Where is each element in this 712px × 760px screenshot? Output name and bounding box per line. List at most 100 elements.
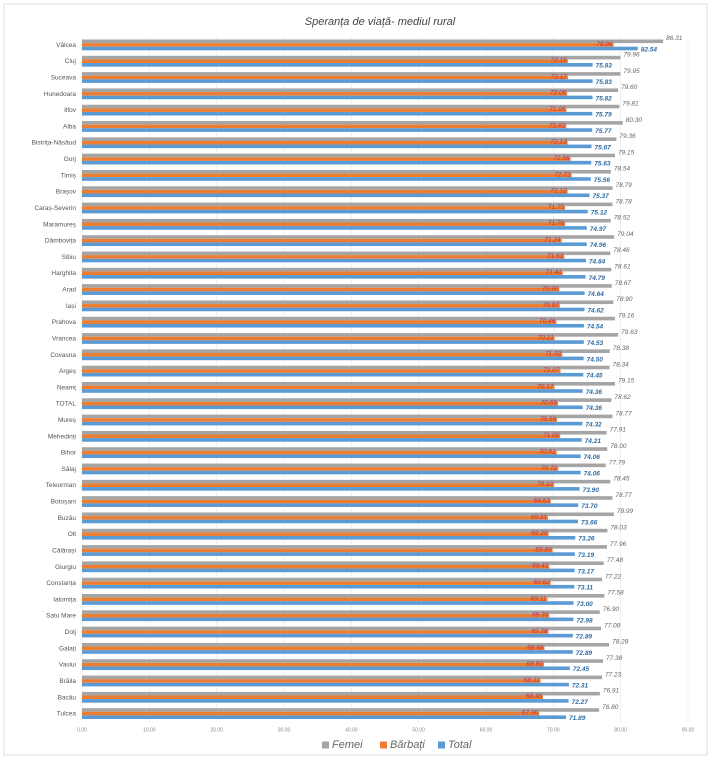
value-label: 76.80 — [602, 704, 619, 711]
value-label: 75.83 — [596, 79, 613, 86]
bar — [82, 430, 607, 435]
value-label: 79.16 — [618, 312, 635, 319]
bar — [82, 271, 563, 276]
legend-swatch — [380, 741, 387, 749]
value-label: 79.81 — [622, 100, 639, 107]
bar — [82, 581, 551, 585]
y-tick-label: Mehedinți — [48, 433, 76, 440]
value-label: 75.82 — [596, 95, 613, 102]
bar — [82, 209, 588, 214]
value-label: 72.06 — [550, 90, 567, 97]
value-label: 86.31 — [666, 35, 683, 42]
y-tick-label: Buzău — [58, 515, 77, 522]
y-tick-label: Bistrița-Năsăud — [32, 140, 77, 147]
bar — [82, 235, 615, 239]
value-label: 74.84 — [589, 258, 606, 265]
value-label: 77.79 — [609, 459, 626, 466]
bar — [82, 333, 619, 337]
value-label: 71.41 — [546, 269, 563, 276]
bar — [82, 173, 572, 178]
y-tick-label: Ilfov — [64, 107, 77, 114]
value-label: 74.36 — [586, 405, 603, 412]
bar — [82, 63, 593, 67]
value-label: 78.03 — [610, 525, 627, 532]
y-tick-label: Harghita — [51, 270, 76, 277]
value-label: 67.90 — [522, 710, 539, 717]
bar — [82, 189, 568, 194]
value-label: 70.69 — [541, 400, 558, 407]
bar — [82, 128, 593, 132]
y-tick-label: Vrancea — [52, 335, 76, 342]
bar — [82, 389, 583, 393]
bar — [82, 222, 566, 227]
value-label: 70.97 — [543, 302, 560, 309]
y-tick-label: Covasna — [50, 352, 76, 359]
bar — [82, 405, 583, 410]
value-label: 72.98 — [576, 617, 593, 624]
value-label: 75.37 — [592, 193, 609, 200]
bar — [82, 421, 583, 426]
value-label: 71.92 — [549, 122, 566, 129]
value-label: 74.53 — [587, 340, 604, 347]
value-label: 70.51 — [539, 449, 556, 456]
value-label: 72.15 — [551, 57, 568, 64]
value-label: 74.64 — [588, 291, 605, 298]
legend-swatch — [322, 741, 329, 749]
x-tick-label: 30.00 — [278, 727, 291, 733]
y-tick-label: Botoșani — [51, 499, 76, 506]
bar — [82, 291, 585, 295]
value-label: 74.79 — [589, 275, 606, 282]
value-label: 73.11 — [577, 585, 593, 592]
y-tick-label: Arad — [62, 287, 76, 294]
bar — [82, 108, 567, 112]
y-tick-label: Gorj — [64, 156, 76, 163]
value-label: 77.08 — [604, 622, 621, 629]
y-tick-label: Dâmbovița — [45, 238, 76, 245]
bar — [82, 144, 592, 149]
bar — [82, 561, 604, 566]
bar — [82, 238, 562, 243]
bar — [82, 499, 551, 504]
bar — [82, 88, 618, 93]
bar — [82, 463, 606, 468]
bar — [82, 418, 558, 422]
value-label: 79.95 — [623, 68, 640, 75]
value-label: 77.23 — [605, 671, 622, 678]
bar — [82, 304, 560, 308]
bar — [82, 153, 615, 158]
y-tick-label: Iași — [66, 303, 76, 310]
value-label: 75.77 — [595, 128, 612, 135]
bar — [82, 552, 575, 556]
bar — [82, 699, 569, 703]
value-label: 78.28 — [612, 639, 629, 646]
bar — [82, 95, 593, 100]
y-tick-label: Argeș — [59, 368, 77, 375]
value-label: 79.96 — [623, 52, 640, 59]
y-tick-label: Caraș-Severin — [34, 205, 76, 212]
bar — [82, 666, 570, 671]
bar — [82, 382, 615, 386]
value-label: 74.96 — [590, 242, 607, 249]
value-label: 72.89 — [576, 634, 593, 641]
bar — [82, 528, 608, 533]
bar — [82, 487, 580, 491]
value-label: 76.91 — [603, 688, 620, 695]
bar — [82, 323, 584, 328]
bar — [82, 46, 638, 51]
value-label: 68.60 — [527, 661, 544, 668]
bar — [82, 316, 616, 321]
bar — [82, 483, 555, 488]
bar — [82, 251, 611, 256]
bar — [82, 75, 568, 80]
value-label: 69.39 — [532, 612, 549, 619]
bar — [82, 610, 600, 614]
value-label: 78.52 — [614, 215, 631, 222]
value-label: 76.90 — [603, 606, 620, 613]
bar — [82, 186, 613, 190]
value-label: 70.56 — [540, 416, 557, 423]
value-label: 74.06 — [584, 470, 601, 477]
bar — [82, 202, 613, 207]
y-tick-label: Vâlcea — [56, 42, 76, 49]
value-label: 75.56 — [594, 177, 611, 184]
value-label: 73.00 — [577, 601, 594, 608]
